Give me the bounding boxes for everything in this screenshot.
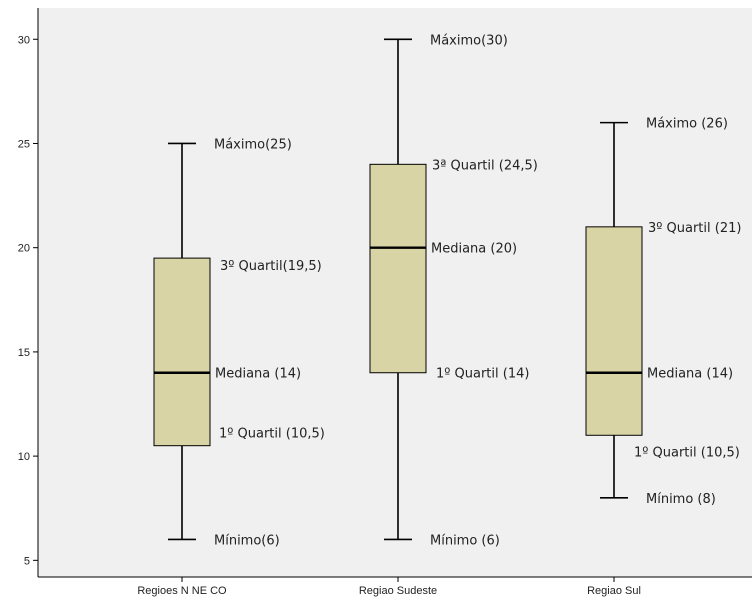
box-2-q1-label: 1º Quartil (10,5)	[634, 445, 740, 460]
box-1-iqr	[369, 163, 427, 374]
box-1-q1-label: 1º Quartil (14)	[436, 367, 529, 382]
y-tick-label-25: 25	[18, 138, 30, 150]
box-2-median-label: Mediana (14)	[647, 367, 733, 382]
box-0-max-label: Máximo(25)	[214, 137, 292, 152]
x-tick-label-1: Regiao Sudeste	[359, 585, 437, 597]
y-tick-label-30: 30	[18, 34, 30, 46]
y-tick-label-5: 5	[24, 555, 30, 567]
box-2-q3-label: 3º Quartil (21)	[648, 221, 741, 236]
y-tick-label-20: 20	[18, 243, 30, 255]
box-1-q3-label: 3ª Quartil (24,5)	[432, 158, 538, 173]
box-1-max-label: Máximo(30)	[430, 33, 508, 48]
box-2-max-label: Máximo (26)	[646, 117, 728, 132]
box-0-iqr	[153, 257, 211, 447]
box-0-min-label: Mínimo(6)	[214, 533, 280, 548]
box-0-q1-label: 1º Quartil (10,5)	[219, 427, 325, 442]
box-0-q3-label: 3º Quartil(19,5)	[220, 259, 322, 274]
x-tick-label-2: Regiao Sul	[587, 585, 641, 597]
box-1-median-label: Mediana (20)	[431, 242, 517, 257]
x-tick-label-0: Regioes N NE CO	[137, 585, 227, 597]
y-tick-label-10: 10	[18, 451, 30, 463]
box-1-min-label: Mínimo (6)	[430, 533, 500, 548]
box-2-iqr	[585, 226, 643, 436]
box-2-min-label: Mínimo (8)	[646, 492, 716, 507]
y-tick-label-15: 15	[18, 347, 30, 359]
box-0-median-label: Mediana (14)	[215, 367, 301, 382]
